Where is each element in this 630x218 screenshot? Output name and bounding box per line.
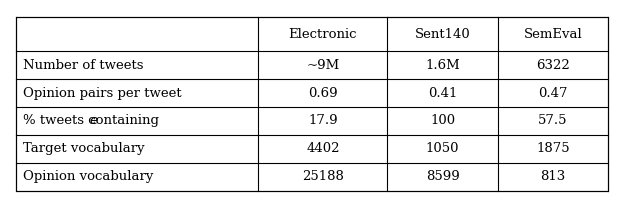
Text: Opinion pairs per tweet: Opinion pairs per tweet [23, 87, 182, 100]
Text: 1050: 1050 [426, 142, 459, 155]
Text: 0.69: 0.69 [308, 87, 338, 100]
Text: Number of tweets: Number of tweets [23, 59, 144, 72]
Text: SemEval: SemEval [524, 28, 582, 41]
Text: 25188: 25188 [302, 170, 344, 183]
Text: Electronic: Electronic [289, 28, 357, 41]
Text: 8599: 8599 [426, 170, 459, 183]
Text: % tweets containing: % tweets containing [23, 114, 164, 128]
Text: 0.41: 0.41 [428, 87, 457, 100]
Text: 6322: 6322 [536, 59, 570, 72]
Text: Sent140: Sent140 [415, 28, 471, 41]
Text: 1875: 1875 [536, 142, 570, 155]
Text: Opinion vocabulary: Opinion vocabulary [23, 170, 154, 183]
Text: 57.5: 57.5 [538, 114, 568, 128]
Text: 0.47: 0.47 [538, 87, 568, 100]
Bar [16, 17, 608, 191]
Text: 4402: 4402 [306, 142, 340, 155]
Text: 100: 100 [430, 114, 455, 128]
Text: Target vocabulary: Target vocabulary [23, 142, 145, 155]
Text: 17.9: 17.9 [308, 114, 338, 128]
Text: ~9M: ~9M [306, 59, 340, 72]
Text: $e$: $e$ [89, 114, 99, 128]
Text: 1.6M: 1.6M [425, 59, 460, 72]
Text: 813: 813 [540, 170, 566, 183]
